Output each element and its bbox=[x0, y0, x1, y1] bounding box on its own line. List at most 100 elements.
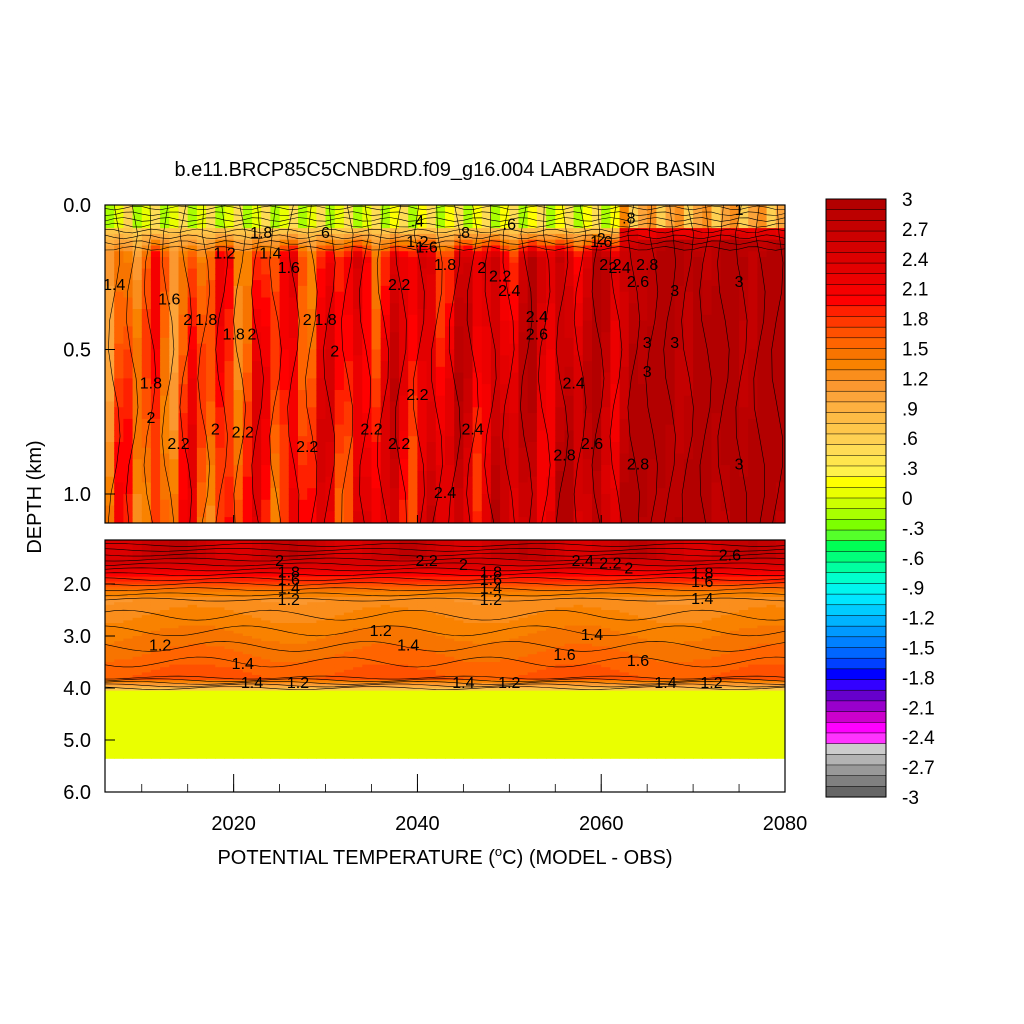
heatmap-cell bbox=[252, 482, 262, 489]
heatmap-cell bbox=[178, 589, 189, 593]
heatmap-cell bbox=[261, 343, 271, 351]
heatmap-cell bbox=[472, 459, 483, 466]
heatmap-cell bbox=[445, 280, 455, 287]
heatmap-cell bbox=[169, 628, 180, 632]
heatmap-cell bbox=[711, 291, 722, 299]
heatmap-cell bbox=[766, 465, 777, 472]
heatmap-cell bbox=[187, 517, 198, 523]
heatmap-cell bbox=[417, 280, 428, 287]
heatmap-cell bbox=[757, 482, 768, 489]
heatmap-cell bbox=[343, 245, 354, 252]
heatmap-cell bbox=[647, 257, 657, 264]
heatmap-cell bbox=[114, 617, 124, 621]
heatmap-cell bbox=[766, 262, 777, 270]
heatmap-cell bbox=[573, 442, 584, 449]
heatmap-cell bbox=[601, 390, 611, 397]
heatmap-cell bbox=[132, 636, 143, 640]
heatmap-cell bbox=[114, 407, 124, 414]
heatmap-cell bbox=[518, 309, 529, 316]
heatmap-cell bbox=[169, 424, 180, 431]
heatmap-cell bbox=[729, 372, 740, 379]
heatmap-cell bbox=[573, 470, 584, 478]
heatmap-cell bbox=[445, 401, 455, 408]
heatmap-cell bbox=[206, 257, 216, 264]
heatmap-cell bbox=[343, 268, 354, 275]
heatmap-cell bbox=[132, 459, 143, 466]
heatmap-cell bbox=[463, 459, 474, 466]
contour-line bbox=[251, 205, 264, 523]
heatmap-cell bbox=[187, 651, 198, 655]
heatmap-cell bbox=[270, 245, 281, 252]
heatmap-cell bbox=[169, 719, 180, 723]
heatmap-cell bbox=[288, 511, 299, 518]
heatmap-cell bbox=[206, 366, 216, 374]
heatmap-cell bbox=[665, 262, 676, 270]
heatmap-cell bbox=[132, 413, 143, 420]
heatmap-cell bbox=[150, 395, 161, 403]
heatmap-cell bbox=[325, 314, 336, 322]
heatmap-cell bbox=[160, 291, 170, 299]
heatmap-cell bbox=[674, 430, 685, 437]
heatmap-cell bbox=[187, 407, 198, 414]
heatmap-cell bbox=[647, 453, 657, 460]
heatmap-cell bbox=[463, 262, 474, 270]
heatmap-cell bbox=[454, 465, 464, 472]
heatmap-cell bbox=[160, 755, 170, 759]
heatmap-cell bbox=[582, 459, 593, 466]
heatmap-cell bbox=[160, 366, 170, 374]
heatmap-cell bbox=[481, 465, 492, 472]
heatmap-cell bbox=[105, 442, 115, 449]
heatmap-cell bbox=[353, 366, 363, 374]
heatmap-cell bbox=[270, 349, 281, 356]
heatmap-cell bbox=[435, 378, 446, 385]
heatmap-cell bbox=[206, 326, 216, 333]
heatmap-cell bbox=[555, 285, 566, 293]
heatmap-cell bbox=[500, 309, 510, 316]
heatmap-cell bbox=[619, 274, 630, 281]
heatmap-cell bbox=[683, 257, 694, 264]
heatmap-cell bbox=[362, 320, 373, 327]
heatmap-cell bbox=[775, 291, 785, 299]
heatmap-cell bbox=[123, 337, 134, 345]
heatmap-cell bbox=[270, 488, 281, 495]
heatmap-cell bbox=[270, 447, 281, 455]
heatmap-cell bbox=[739, 309, 749, 316]
heatmap-cell bbox=[693, 314, 703, 322]
heatmap-cell bbox=[187, 636, 198, 640]
contour-label: .8 bbox=[622, 211, 635, 228]
heatmap-cell bbox=[638, 251, 648, 258]
heatmap-cell bbox=[435, 268, 446, 275]
heatmap-cell bbox=[748, 499, 758, 507]
heatmap-cell bbox=[564, 349, 575, 356]
heatmap-cell bbox=[711, 482, 722, 489]
heatmap-cell bbox=[316, 303, 327, 310]
heatmap-cell bbox=[132, 706, 143, 710]
heatmap-cell bbox=[353, 314, 363, 322]
heatmap-cell bbox=[536, 361, 547, 368]
heatmap-cell bbox=[114, 564, 124, 568]
heatmap-cell bbox=[739, 297, 749, 304]
heatmap-cell bbox=[454, 418, 464, 426]
heatmap-cell bbox=[601, 314, 611, 322]
heatmap-cell bbox=[206, 251, 216, 258]
heatmap-cell bbox=[114, 729, 124, 733]
heatmap-cell bbox=[389, 401, 400, 408]
heatmap-cell bbox=[362, 465, 373, 472]
heatmap-cell bbox=[500, 361, 510, 368]
heatmap-cell bbox=[298, 303, 308, 310]
heatmap-cell bbox=[105, 343, 115, 351]
heatmap-cell bbox=[739, 210, 749, 218]
heatmap-cell bbox=[233, 355, 244, 362]
heatmap-cell bbox=[206, 384, 216, 391]
heatmap-cell bbox=[334, 297, 345, 304]
heatmap-cell bbox=[279, 257, 290, 264]
heatmap-cell bbox=[123, 401, 134, 408]
heatmap-cell bbox=[592, 314, 602, 322]
heatmap-cell bbox=[206, 390, 216, 397]
contour-line bbox=[573, 205, 587, 523]
heatmap-cell bbox=[729, 465, 740, 472]
heatmap-cell bbox=[261, 268, 271, 275]
heatmap-cell bbox=[536, 251, 547, 258]
heatmap-cell bbox=[426, 384, 437, 391]
heatmap-cell bbox=[334, 285, 345, 293]
